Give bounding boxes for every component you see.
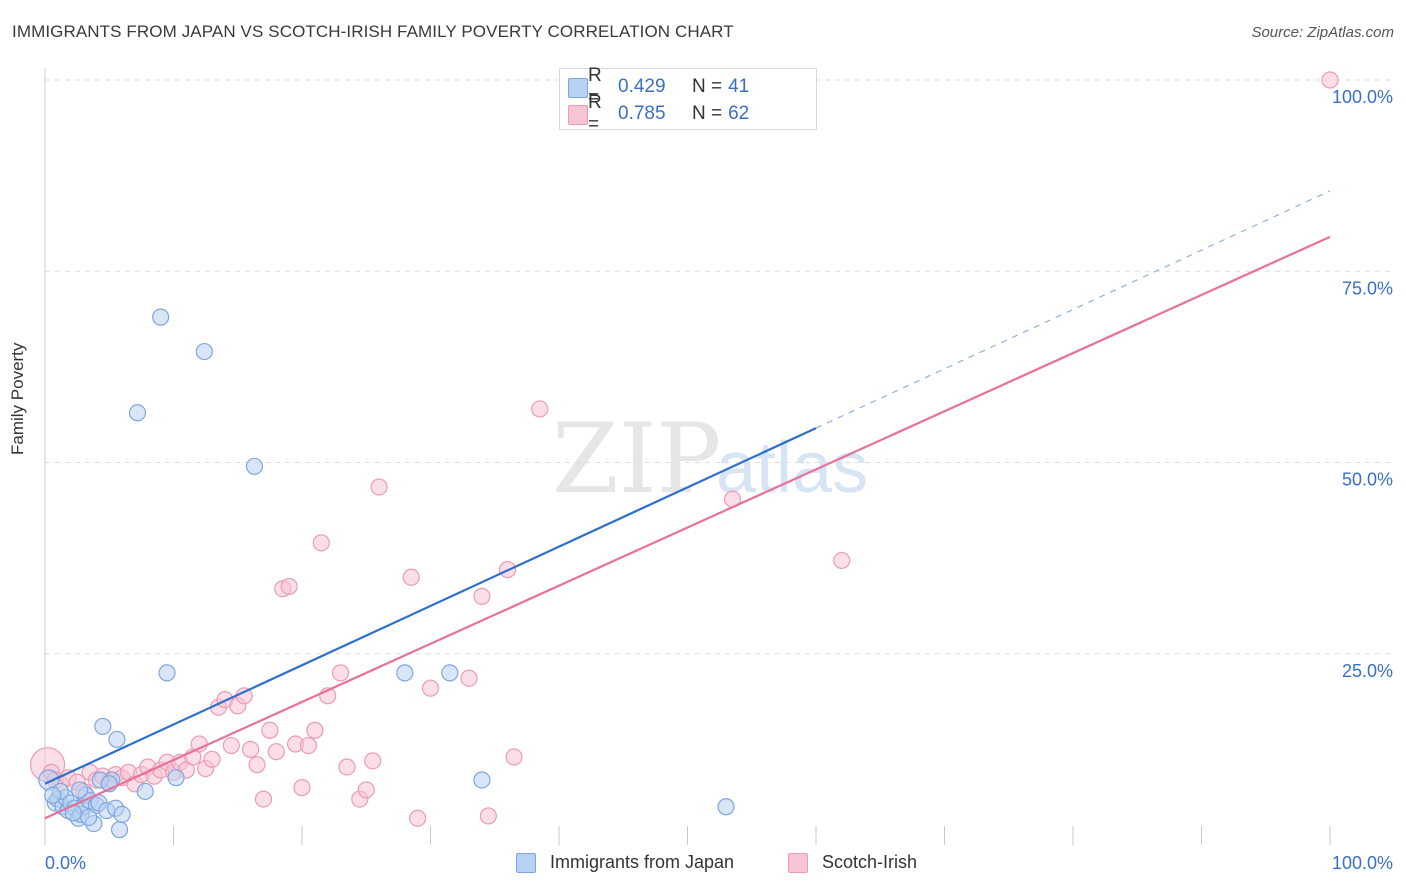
japan-point [396, 664, 414, 682]
scotch-irish-point [479, 807, 497, 825]
japan-point [113, 805, 131, 824]
x-tick-label-max: 100.0% [1332, 853, 1393, 873]
legend-n-value-scotch: 62 [728, 103, 750, 124]
legend-r-label: R = [588, 65, 602, 108]
scotch-irish-point [248, 756, 266, 774]
scotch-irish-point [293, 779, 311, 797]
scotch-irish-point [267, 743, 285, 761]
legend-n-label: N = [692, 103, 723, 124]
bottom-legend-swatch-scotch [788, 852, 808, 873]
scotch-irish-point [460, 669, 478, 687]
japan-point [110, 821, 129, 839]
legend-r-label: R = [588, 92, 602, 135]
bottom-legend-scotch: Scotch-Irish [788, 852, 917, 873]
scotch-irish-point [222, 736, 240, 755]
japan-point [128, 404, 147, 422]
japan-point [473, 771, 491, 789]
japan-point [441, 664, 459, 682]
japan-point [44, 786, 62, 804]
y-axis-label: Family Poverty [8, 342, 27, 455]
scotch-irish-point [409, 809, 427, 827]
legend-r-value-japan: 0.429 [618, 76, 666, 97]
scotch-irish-point [402, 568, 420, 586]
y-tick-label: 100.0% [1332, 87, 1393, 107]
scotch-irish-point [531, 400, 549, 418]
scotch-irish-point [473, 587, 491, 605]
legend-row-japan: R = 0.429 N = 41 [568, 65, 760, 108]
scotch-irish-point [505, 748, 523, 766]
scotch-irish-point [299, 736, 318, 755]
japan-point [717, 798, 735, 816]
source-label: Source: ZipAtlas.com [1251, 24, 1394, 41]
bottom-legend-swatch-japan [516, 852, 536, 873]
legend-swatch-scotch [568, 105, 588, 125]
japan-point [195, 342, 213, 361]
bottom-legend-japan: Immigrants from Japan [516, 852, 734, 873]
japan-point [94, 717, 112, 736]
legend-swatch-japan [568, 78, 588, 98]
japan-point [136, 782, 154, 801]
bottom-legend-label-japan: Immigrants from Japan [550, 852, 735, 872]
watermark-atlas: atlas [716, 428, 868, 508]
scotch-irish-point [421, 679, 440, 697]
scotch-irish-point [364, 752, 382, 770]
scotch-irish-point [254, 790, 273, 808]
y-tick-label: 50.0% [1342, 470, 1393, 490]
correlation-legend: R = 0.429 N = 41 R = 0.785 N = 62 [559, 65, 817, 135]
japan-trend-line [44, 427, 817, 785]
japan-point [80, 808, 98, 827]
legend-n-value-japan: 41 [728, 76, 750, 97]
y-tick-label: 75.0% [1342, 278, 1393, 298]
scotch-irish-point [312, 534, 330, 552]
scotch-irish-point [242, 740, 260, 758]
scotch-irish-point [1321, 71, 1339, 89]
scotch-irish-point [203, 750, 221, 768]
legend-n-label: N = [692, 76, 723, 97]
scotch-irish-point [338, 758, 356, 776]
chart-title: IMMIGRANTS FROM JAPAN VS SCOTCH-IRISH FA… [12, 22, 734, 41]
x-tick-label-min: 0.0% [45, 853, 86, 873]
scotch-irish-point [306, 721, 324, 739]
legend-r-value-scotch: 0.785 [618, 103, 666, 124]
scotch-irish-point [331, 664, 350, 682]
japan-point [167, 769, 185, 787]
legend-row-scotch: R = 0.785 N = 62 [568, 92, 760, 135]
japan-point [245, 457, 264, 475]
scotch-irish-point [357, 781, 375, 799]
scotch-irish-point [280, 577, 298, 596]
japan-point [108, 730, 126, 749]
scotch-irish-point [370, 478, 388, 496]
japan-point [71, 781, 89, 799]
japan-point [152, 308, 170, 326]
scotch-irish-point [261, 721, 279, 739]
scotch-irish-point [833, 551, 851, 570]
scotch-irish-trend-line [44, 235, 1331, 820]
bottom-legend-label-scotch: Scotch-Irish [822, 852, 918, 872]
y-tick-label: 25.0% [1342, 661, 1393, 681]
watermark-zip: ZIP [552, 403, 721, 515]
japan-point [158, 664, 176, 682]
japan-trend-extension [815, 190, 1331, 429]
